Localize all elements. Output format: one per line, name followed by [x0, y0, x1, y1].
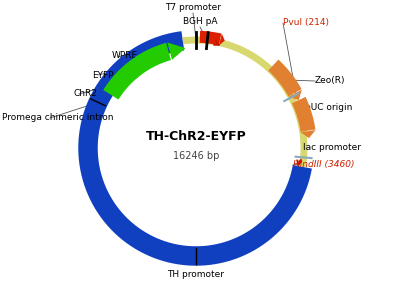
Polygon shape [289, 90, 302, 100]
Text: pUC origin: pUC origin [305, 104, 353, 113]
Text: HindIII (3460): HindIII (3460) [293, 160, 354, 168]
Text: lac promoter: lac promoter [303, 143, 361, 153]
Text: TH-ChR2-EYFP: TH-ChR2-EYFP [146, 130, 246, 143]
Text: PvuI (214): PvuI (214) [283, 18, 329, 27]
Polygon shape [200, 31, 221, 45]
Text: Promega chimeric intron: Promega chimeric intron [2, 113, 114, 123]
Polygon shape [103, 43, 171, 100]
Polygon shape [167, 42, 185, 60]
Text: BGH pA: BGH pA [183, 17, 217, 26]
Polygon shape [268, 60, 301, 97]
Text: ChR2: ChR2 [73, 89, 97, 98]
Text: TH promoter: TH promoter [167, 270, 224, 279]
Polygon shape [292, 97, 316, 132]
Polygon shape [301, 130, 316, 138]
Text: T7 promoter: T7 promoter [165, 3, 221, 12]
Text: WPRE: WPRE [112, 52, 138, 61]
Polygon shape [219, 34, 225, 45]
Text: EYFP: EYFP [92, 70, 114, 80]
Text: Zeo(R): Zeo(R) [315, 76, 345, 85]
Text: 16246 bp: 16246 bp [173, 151, 219, 161]
